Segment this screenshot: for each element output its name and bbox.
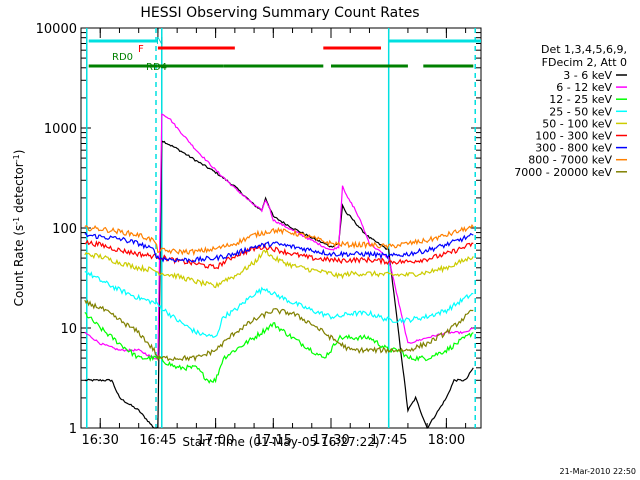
legend-label: 3 - 6 keV	[563, 69, 612, 82]
x-tick-label: 17:45	[370, 433, 407, 448]
y-tick-label: 10	[60, 322, 77, 337]
y-axis: 1 10 100 1000 10000	[36, 22, 481, 437]
series-line	[84, 113, 474, 360]
x-axis-label: Start Time (01-May-05 16:27:22)	[182, 435, 379, 449]
series-line	[84, 232, 474, 264]
series-line	[84, 239, 474, 270]
x-tick-label: 17:15	[255, 433, 292, 448]
y-tick-label: 1	[69, 422, 77, 437]
series-line	[84, 311, 474, 384]
y-tick-label: 10000	[36, 22, 77, 37]
chart-title: HESSI Observing Summary Count Rates	[140, 5, 419, 21]
flag-label: N	[156, 36, 163, 47]
time-markers	[86, 28, 476, 428]
legend-header-2: FDecim 2, Att 0	[542, 56, 627, 69]
series-line	[84, 248, 474, 289]
legend-label: 12 - 25 keV	[549, 93, 612, 106]
x-axis: 16:30 16:45 17:00 17:15 17:30 17:45 18:00	[80, 28, 467, 448]
series-layer	[84, 113, 474, 430]
flag-label: RD4	[146, 62, 167, 73]
series-line	[84, 139, 474, 430]
x-tick-label: 18:00	[428, 433, 465, 448]
x-tick-label: 16:30	[81, 433, 118, 448]
legend-label: 800 - 7000 keV	[528, 154, 612, 167]
y-tick-label: 1000	[44, 122, 77, 137]
legend-label: 25 - 50 keV	[549, 105, 612, 118]
flag-bars: N F RD0 RD4	[88, 36, 481, 73]
legend-label: 100 - 300 keV	[535, 130, 612, 143]
legend-label: 50 - 100 keV	[542, 117, 612, 130]
plot-area: 1 10 100 1000 10000 16:30 16:45 17:00 17:15 17:3…	[36, 22, 482, 448]
series-line	[84, 299, 474, 362]
legend-label: 6 - 12 keV	[556, 81, 612, 94]
x-tick-label: 17:00	[197, 433, 234, 448]
flag-label: F	[138, 44, 144, 55]
legend: Det 1,3,4,5,6,9, FDecim 2, Att 0 3 - 6 k…	[514, 43, 627, 179]
legend-label: 300 - 800 keV	[535, 142, 612, 155]
plot-frame	[80, 27, 482, 429]
flag-label: RD0	[112, 52, 133, 63]
series-line	[84, 270, 474, 339]
series-line	[84, 224, 474, 257]
footer-timestamp: 21-Mar-2010 22:50	[560, 467, 637, 476]
x-tick-label: 16:45	[139, 433, 176, 448]
legend-label: 7000 - 20000 keV	[514, 166, 612, 179]
y-axis-label: Count Rate (s-1 detector-1)	[12, 150, 26, 307]
y-tick-label: 100	[52, 222, 77, 237]
legend-header-1: Det 1,3,4,5,6,9,	[541, 43, 627, 56]
x-tick-label: 17:30	[312, 433, 349, 448]
